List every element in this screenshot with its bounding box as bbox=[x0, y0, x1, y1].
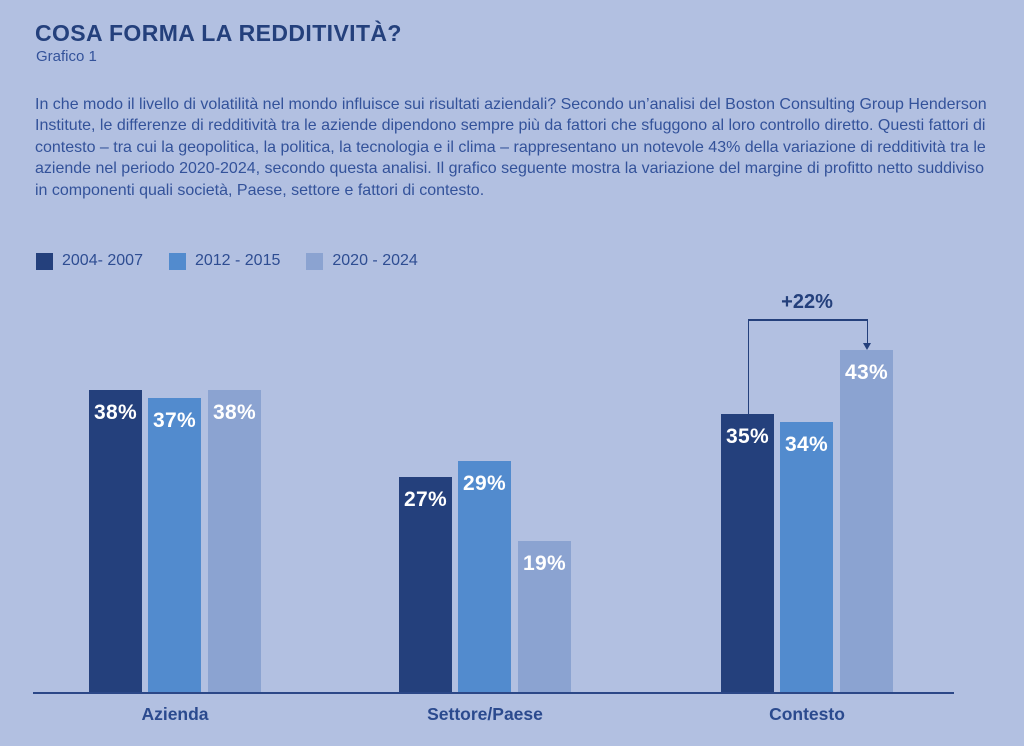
page-subtitle: Grafico 1 bbox=[36, 48, 97, 65]
bar-settore-paese-2004-2007: 27% bbox=[399, 477, 452, 692]
bar-settore-paese-2012-2015: 29% bbox=[458, 461, 511, 692]
annotation-bracket-horizontal bbox=[747, 319, 867, 321]
legend-item-2020-2024: 2020 - 2024 bbox=[306, 252, 418, 270]
bar-azienda-2004-2007: 38% bbox=[89, 390, 142, 692]
legend-swatch-2012-2015 bbox=[168, 252, 186, 270]
annotation-arrow-shaft bbox=[866, 319, 868, 343]
bar-value-label: 34% bbox=[785, 433, 828, 456]
bar-value-label: 43% bbox=[845, 361, 888, 384]
legend-label: 2012 - 2015 bbox=[194, 252, 281, 269]
bar-settore-paese-2020-2024: 19% bbox=[518, 541, 571, 692]
annotation-bracket-left-vertical bbox=[747, 319, 749, 414]
chart-legend: 2004- 2007 2012 - 2015 2020 - 2024 bbox=[36, 252, 418, 270]
bar-chart: 38% 37% 38% Azienda 27% 29% 19% Settore/Paese 35… bbox=[0, 291, 1024, 724]
bar-contesto-2012-2015: 34% bbox=[780, 422, 833, 692]
bar-value-label: 29% bbox=[463, 472, 506, 495]
bar-contesto-2004-2007: 35% bbox=[721, 414, 774, 692]
bar-value-label: 37% bbox=[153, 409, 196, 432]
category-label-azienda: Azienda bbox=[141, 704, 209, 724]
x-axis-line bbox=[33, 691, 954, 694]
bar-azienda-2020-2024: 38% bbox=[208, 390, 261, 692]
bar-value-label: 27% bbox=[404, 488, 447, 511]
category-label-settore-paese: Settore/Paese bbox=[427, 704, 543, 724]
legend-swatch-2004-2007 bbox=[36, 252, 53, 270]
legend-item-2012-2015: 2012 - 2015 bbox=[168, 252, 281, 270]
bar-azienda-2012-2015: 37% bbox=[148, 398, 201, 692]
legend-swatch-2020-2024 bbox=[306, 252, 324, 270]
bar-value-label: 38% bbox=[213, 401, 256, 424]
bar-value-label: 19% bbox=[523, 552, 566, 575]
intro-paragraph: In che modo il livello di volatilità nel… bbox=[35, 96, 987, 199]
category-label-contesto: Contesto bbox=[769, 704, 845, 724]
page-title: COSA FORMA LA REDDITIVITÀ? bbox=[35, 20, 402, 46]
legend-label: 2004- 2007 bbox=[62, 252, 143, 269]
bar-value-label: 38% bbox=[94, 401, 137, 424]
bar-contesto-2020-2024: 43% bbox=[840, 350, 893, 692]
annotation-label: +22% bbox=[781, 291, 833, 313]
legend-item-2004-2007: 2004- 2007 bbox=[36, 252, 143, 270]
bar-value-label: 35% bbox=[726, 425, 769, 448]
legend-label: 2020 - 2024 bbox=[332, 252, 418, 269]
annotation-arrow-head-icon bbox=[862, 343, 871, 350]
